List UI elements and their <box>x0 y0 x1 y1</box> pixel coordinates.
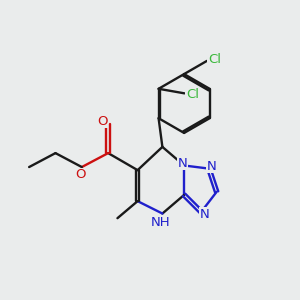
Text: Cl: Cl <box>208 53 221 66</box>
Text: Cl: Cl <box>186 88 199 101</box>
Text: N: N <box>207 160 217 172</box>
Text: N: N <box>200 208 209 221</box>
Text: N: N <box>178 157 188 169</box>
Text: O: O <box>97 115 108 128</box>
Text: NH: NH <box>151 216 171 229</box>
Text: O: O <box>75 168 86 181</box>
